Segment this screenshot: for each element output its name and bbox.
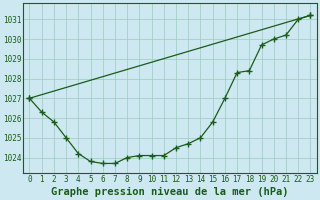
X-axis label: Graphe pression niveau de la mer (hPa): Graphe pression niveau de la mer (hPa) — [51, 186, 289, 197]
